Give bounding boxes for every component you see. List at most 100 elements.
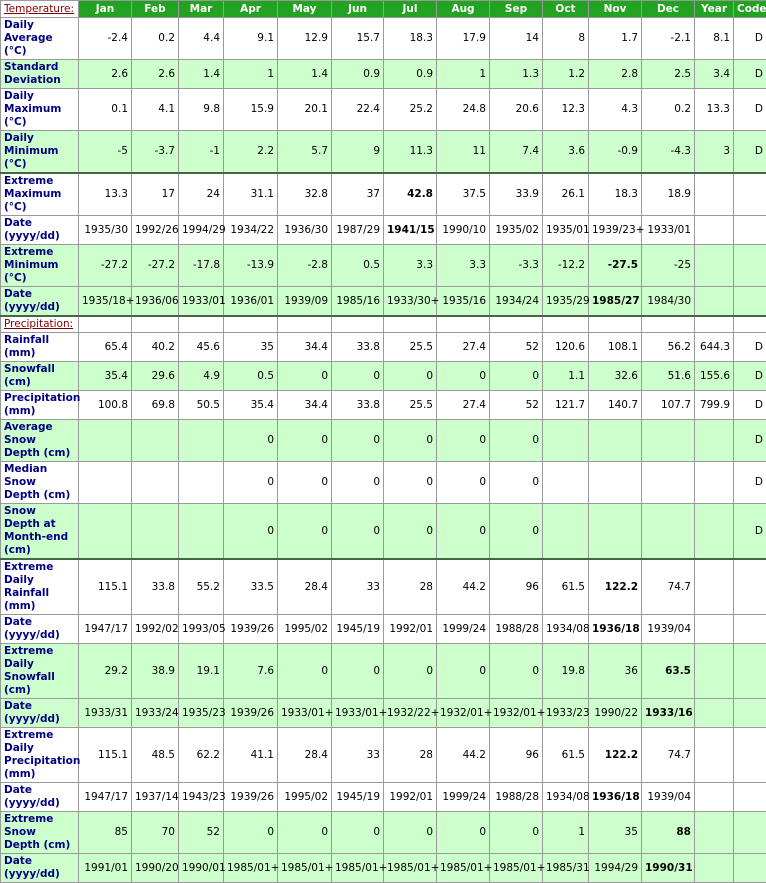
row-label: Median Snow Depth (cm) — [1, 462, 79, 504]
cell: 1985/01+ — [490, 854, 543, 883]
cell: 33 — [332, 728, 384, 783]
cell: 122.2 — [589, 728, 642, 783]
empty-cell — [384, 316, 437, 333]
row-label: Date (yyyy/dd) — [1, 287, 79, 317]
cell: 0 — [224, 420, 278, 462]
cell: 1 — [543, 812, 589, 854]
cell: 1985/01+ — [278, 854, 332, 883]
cell: 18.3 — [384, 18, 437, 60]
cell: 1937/14 — [132, 783, 179, 812]
cell: 1999/24 — [437, 783, 490, 812]
cell: 62.2 — [179, 728, 224, 783]
cell — [695, 173, 734, 216]
cell: 140.7 — [589, 391, 642, 420]
cell: 28 — [384, 728, 437, 783]
column-header: Code — [734, 1, 766, 18]
cell: 0 — [278, 420, 332, 462]
row-label: Daily Minimum (°C) — [1, 131, 79, 174]
cell: 1936/18 — [589, 783, 642, 812]
cell — [734, 559, 766, 615]
cell: 28.4 — [278, 559, 332, 615]
cell: 1990/31 — [642, 854, 695, 883]
cell: 44.2 — [437, 559, 490, 615]
cell: 1933/16 — [642, 699, 695, 728]
cell — [642, 462, 695, 504]
cell: 42.8 — [384, 173, 437, 216]
column-header: Jul — [384, 1, 437, 18]
cell: 14 — [490, 18, 543, 60]
cell: -3.3 — [490, 245, 543, 287]
empty-cell — [695, 316, 734, 333]
cell: D — [734, 391, 766, 420]
section-row: Precipitation: — [1, 316, 766, 333]
cell: D — [734, 333, 766, 362]
cell: 0 — [490, 644, 543, 699]
cell: 28 — [384, 559, 437, 615]
cell: 1932/22+ — [384, 699, 437, 728]
cell: 25.5 — [384, 391, 437, 420]
cell: 1.1 — [543, 362, 589, 391]
cell: 0 — [437, 812, 490, 854]
cell: 0 — [278, 812, 332, 854]
cell: -2.1 — [642, 18, 695, 60]
cell: 0 — [278, 462, 332, 504]
cell: 9.8 — [179, 89, 224, 131]
cell: 0.1 — [79, 89, 132, 131]
cell: 120.6 — [543, 333, 589, 362]
cell: 1939/26 — [224, 783, 278, 812]
cell: 1935/01 — [543, 216, 589, 245]
cell: D — [734, 362, 766, 391]
cell: 33 — [332, 559, 384, 615]
cell: 28.4 — [278, 728, 332, 783]
cell: 1939/04 — [642, 615, 695, 644]
cell: 1936/06 — [132, 287, 179, 317]
cell: 1992/02 — [132, 615, 179, 644]
cell: 1992/26 — [132, 216, 179, 245]
cell: 33.9 — [490, 173, 543, 216]
cell: 2.2 — [224, 131, 278, 174]
cell: 69.8 — [132, 391, 179, 420]
cell: D — [734, 60, 766, 89]
cell: 29.6 — [132, 362, 179, 391]
cell: 37 — [332, 173, 384, 216]
row-label: Date (yyyy/dd) — [1, 854, 79, 883]
column-header: May — [278, 1, 332, 18]
cell: -27.2 — [132, 245, 179, 287]
row-label: Extreme Daily Rainfall (mm) — [1, 559, 79, 615]
cell: 51.6 — [642, 362, 695, 391]
cell: -12.2 — [543, 245, 589, 287]
cell: 27.4 — [437, 391, 490, 420]
cell: 0.9 — [384, 60, 437, 89]
cell — [589, 462, 642, 504]
cell: 44.2 — [437, 728, 490, 783]
cell: 85 — [79, 812, 132, 854]
cell: 1933/23 — [543, 699, 589, 728]
cell: 2.6 — [132, 60, 179, 89]
cell: 0 — [224, 462, 278, 504]
cell: 32.8 — [278, 173, 332, 216]
cell: 34.4 — [278, 333, 332, 362]
cell: 4.9 — [179, 362, 224, 391]
cell — [179, 504, 224, 560]
cell: 1994/29 — [589, 854, 642, 883]
cell: 1.7 — [589, 18, 642, 60]
cell: 1935/30 — [79, 216, 132, 245]
cell — [734, 699, 766, 728]
cell: 74.7 — [642, 728, 695, 783]
cell: 1985/01+ — [384, 854, 437, 883]
section-title: Temperature: — [1, 1, 79, 18]
cell — [543, 420, 589, 462]
cell: D — [734, 18, 766, 60]
cell — [734, 783, 766, 812]
cell: 35 — [224, 333, 278, 362]
column-header: Jan — [79, 1, 132, 18]
cell: 1990/20 — [132, 854, 179, 883]
